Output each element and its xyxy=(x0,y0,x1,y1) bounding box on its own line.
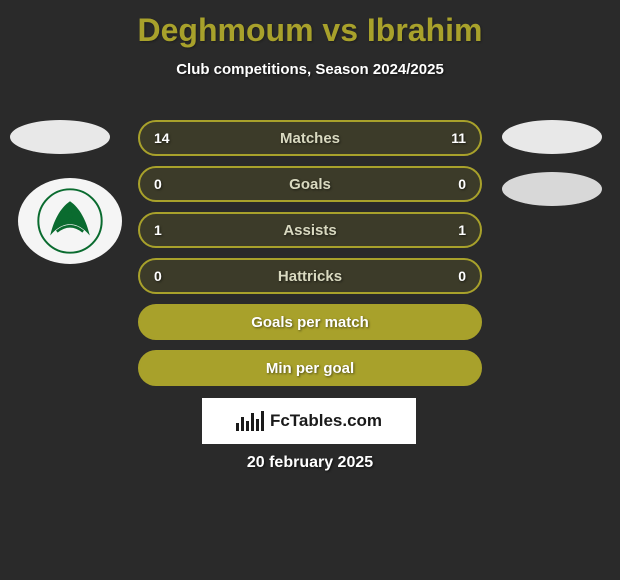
stat-row-matches: 14 Matches 11 xyxy=(138,120,482,156)
club-crest-left xyxy=(18,178,122,264)
eagle-crest-icon xyxy=(37,188,103,254)
stat-left-value: 14 xyxy=(154,130,178,146)
stat-label: Min per goal xyxy=(266,360,354,377)
club-flag-right xyxy=(502,172,602,206)
stat-label: Goals xyxy=(289,176,331,193)
chart-icon xyxy=(236,411,264,431)
stat-right-value: 0 xyxy=(442,268,466,284)
stat-label: Hattricks xyxy=(278,268,342,285)
player-flag-left xyxy=(10,120,110,154)
stat-left-value: 0 xyxy=(154,268,178,284)
stat-right-value: 1 xyxy=(442,222,466,238)
branding-text: FcTables.com xyxy=(270,411,382,431)
stat-label: Matches xyxy=(280,130,340,147)
stats-container: 14 Matches 11 0 Goals 0 1 Assists 1 0 Ha… xyxy=(138,120,482,396)
stat-row-hattricks: 0 Hattricks 0 xyxy=(138,258,482,294)
date-label: 20 february 2025 xyxy=(0,454,620,472)
stat-left-value: 0 xyxy=(154,176,178,192)
stat-label: Goals per match xyxy=(251,314,369,331)
branding-box[interactable]: FcTables.com xyxy=(202,398,416,444)
player-flag-right xyxy=(502,120,602,154)
stat-right-value: 0 xyxy=(442,176,466,192)
subtitle: Club competitions, Season 2024/2025 xyxy=(0,61,620,78)
stat-row-goals-per-match: Goals per match xyxy=(138,304,482,340)
stat-row-assists: 1 Assists 1 xyxy=(138,212,482,248)
page-title: Deghmoum vs Ibrahim xyxy=(0,0,620,49)
stat-label: Assists xyxy=(283,222,336,239)
stat-left-value: 1 xyxy=(154,222,178,238)
stat-row-goals: 0 Goals 0 xyxy=(138,166,482,202)
stat-row-min-per-goal: Min per goal xyxy=(138,350,482,386)
stat-right-value: 11 xyxy=(442,130,466,146)
